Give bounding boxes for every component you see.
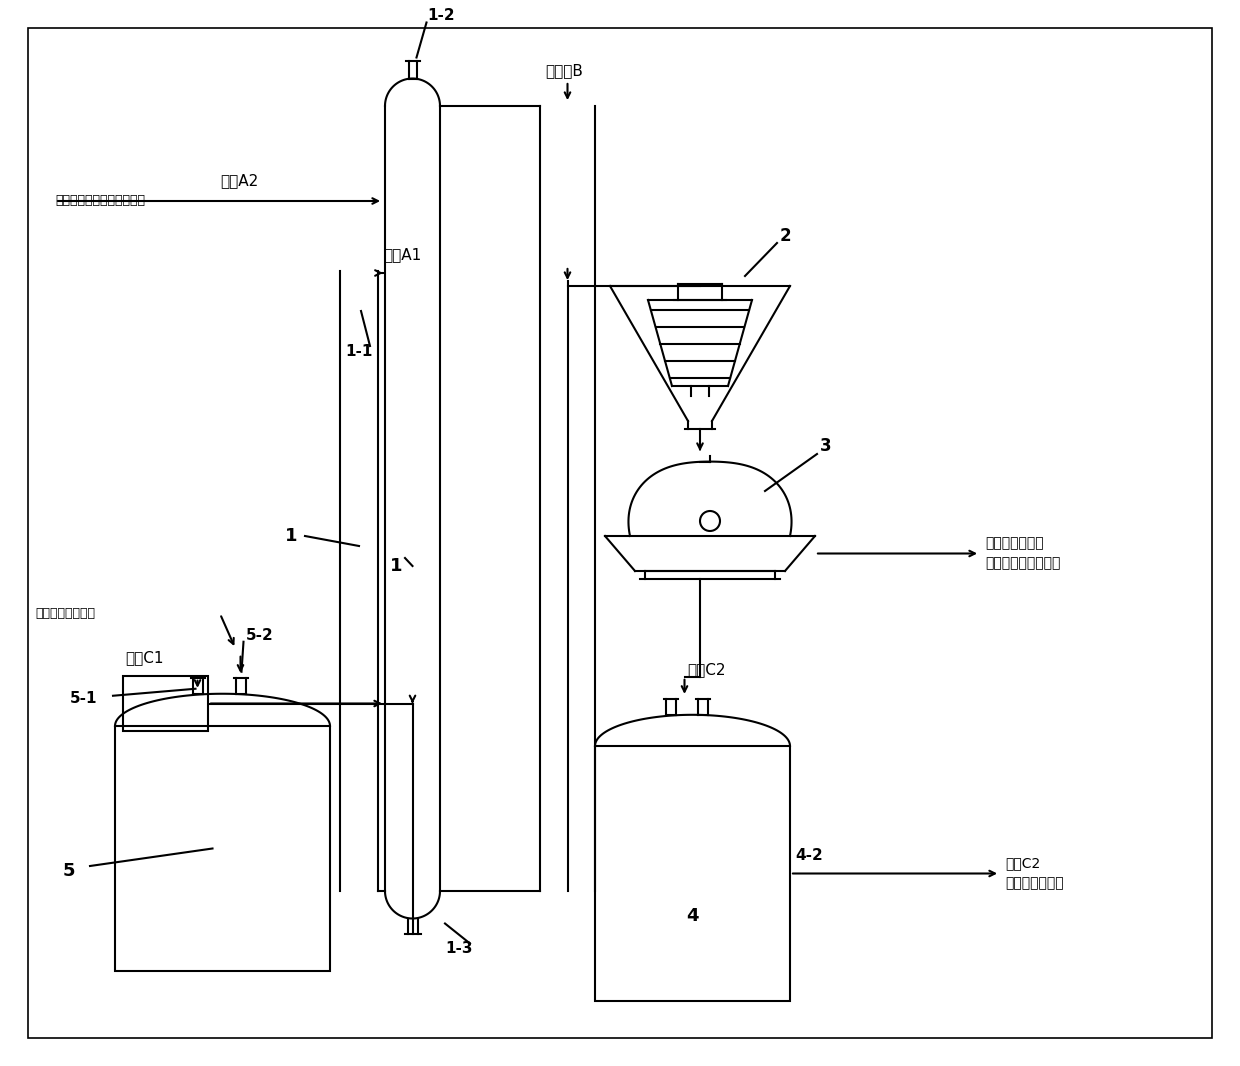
Text: 3: 3 — [820, 437, 832, 455]
Text: 小苏打后续生产工序: 小苏打后续生产工序 — [985, 556, 1060, 570]
Text: 去鑣盐生产工序: 去鑣盐生产工序 — [1004, 876, 1064, 890]
Text: 取出液B: 取出液B — [546, 64, 583, 79]
Text: 5-2: 5-2 — [246, 628, 273, 643]
Text: 1-2: 1-2 — [428, 9, 455, 23]
Bar — [115, 726, 330, 971]
Text: 4-2: 4-2 — [795, 847, 823, 863]
Text: 5-1: 5-1 — [69, 691, 98, 707]
Text: 溶液C2: 溶液C2 — [687, 662, 725, 677]
Text: 1-3: 1-3 — [445, 941, 472, 956]
Bar — [595, 746, 790, 1001]
Text: 5: 5 — [63, 862, 76, 881]
Bar — [123, 676, 208, 731]
Text: 1-1: 1-1 — [345, 343, 372, 358]
Text: 1: 1 — [391, 558, 403, 575]
Text: 原料固体碳酸氢鑃: 原料固体碳酸氢鑃 — [35, 608, 95, 620]
Text: 溶液A1: 溶液A1 — [383, 247, 422, 262]
Text: 溶液C2: 溶液C2 — [1004, 856, 1040, 871]
Text: 溶液C1: 溶液C1 — [125, 650, 164, 665]
Text: 4: 4 — [686, 907, 699, 925]
Text: 1: 1 — [285, 527, 298, 545]
Text: 饱和或接近饱和的钓盐溶液: 饱和或接近饱和的钓盐溶液 — [55, 194, 145, 208]
Text: 2: 2 — [780, 227, 791, 245]
Text: 固体碳酸氢钓去: 固体碳酸氢钓去 — [985, 536, 1044, 550]
Text: 溶液A2: 溶液A2 — [219, 174, 258, 189]
